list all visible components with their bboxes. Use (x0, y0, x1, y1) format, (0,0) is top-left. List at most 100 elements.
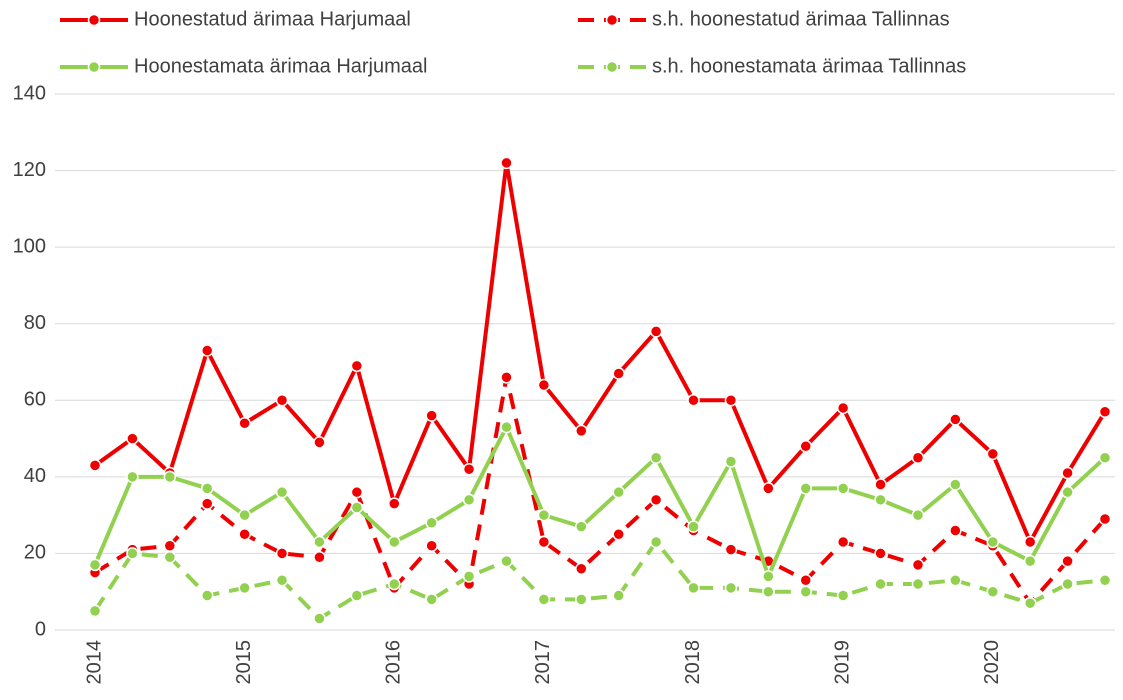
point (350, 485, 364, 499)
point (126, 547, 139, 560)
point (200, 344, 214, 357)
point (275, 547, 289, 560)
point (986, 535, 1000, 549)
point (462, 570, 476, 583)
series-line (93, 160, 1107, 544)
point (612, 485, 625, 499)
point (88, 604, 102, 618)
y-tick-label: 120 (13, 159, 46, 181)
point (874, 547, 887, 560)
point (762, 482, 775, 495)
point (163, 551, 177, 564)
series-line (93, 425, 1107, 579)
point (687, 394, 700, 407)
point (799, 585, 812, 598)
point (500, 554, 513, 568)
point (313, 612, 326, 625)
point (799, 439, 812, 453)
point (836, 482, 850, 495)
y-tick-label: 40 (24, 465, 46, 487)
point (911, 451, 925, 464)
point (836, 589, 850, 602)
point (762, 585, 775, 598)
point (350, 359, 364, 373)
y-tick-label: 140 (13, 82, 46, 104)
point (799, 573, 812, 587)
point (649, 535, 663, 549)
point (575, 593, 588, 606)
point (500, 420, 513, 434)
point (575, 424, 588, 438)
point (1098, 451, 1112, 464)
y-tick-label: 60 (24, 389, 46, 411)
point (799, 482, 812, 495)
point (163, 539, 177, 553)
point (425, 409, 438, 422)
point (313, 436, 326, 449)
point (986, 585, 1000, 598)
point (462, 462, 476, 476)
point (425, 516, 438, 530)
point (88, 558, 102, 572)
point (836, 535, 850, 549)
point (874, 478, 887, 491)
point (649, 451, 663, 464)
point (612, 367, 625, 380)
point (238, 581, 251, 595)
point (275, 394, 289, 407)
point (949, 413, 962, 426)
point (238, 508, 251, 522)
point (1061, 466, 1074, 480)
point (575, 520, 588, 533)
point (1023, 596, 1037, 610)
point (724, 581, 738, 595)
series-line (93, 375, 1107, 606)
legend-label: Hoonestamata ärimaa Harjumaal (134, 55, 427, 77)
x-tick-label: 2019 (831, 640, 853, 685)
point (537, 593, 551, 606)
legend-marker (605, 13, 619, 27)
point (1061, 577, 1074, 591)
point (537, 508, 551, 522)
point (275, 573, 289, 587)
legend-marker (87, 13, 101, 27)
point (724, 543, 738, 556)
point (724, 394, 738, 407)
y-tick-label: 100 (13, 235, 46, 257)
point (462, 493, 476, 507)
point (238, 528, 251, 541)
point (388, 535, 401, 549)
point (350, 501, 364, 514)
point (1098, 573, 1112, 587)
point (911, 577, 925, 591)
point (388, 577, 401, 591)
point (126, 432, 139, 445)
point (1098, 512, 1112, 526)
series (88, 156, 1112, 549)
point (238, 417, 251, 430)
y-tick-label: 80 (24, 312, 46, 334)
point (1023, 535, 1037, 549)
x-tick-label: 2017 (532, 640, 554, 685)
legend-label: Hoonestatud ärimaa Harjumaal (134, 8, 411, 30)
point (874, 577, 887, 591)
point (1061, 485, 1074, 499)
point (537, 535, 551, 549)
y-tick-label: 20 (24, 542, 46, 564)
point (388, 497, 401, 510)
point (949, 573, 962, 587)
point (911, 508, 925, 522)
point (949, 478, 962, 491)
point (649, 325, 663, 338)
point (687, 520, 700, 533)
series (88, 420, 1112, 583)
point (687, 581, 700, 595)
point (200, 482, 214, 495)
point (126, 470, 139, 484)
point (575, 562, 588, 575)
point (88, 459, 102, 472)
point (1061, 554, 1074, 568)
point (425, 539, 438, 553)
point (874, 493, 887, 507)
